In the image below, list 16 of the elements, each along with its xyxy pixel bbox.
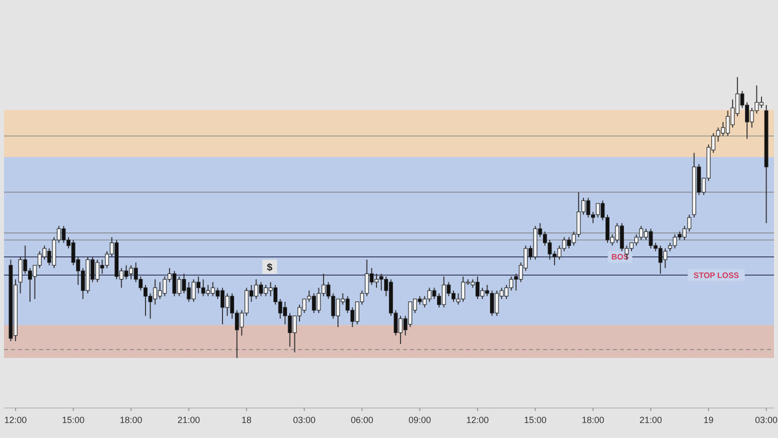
x-tick-label: 18:00 xyxy=(582,415,604,425)
x-tick-label: 15:00 xyxy=(62,415,85,425)
x-tick-label: 18:00 xyxy=(120,415,142,425)
x-tick-label: 12:00 xyxy=(466,415,489,425)
x-tick-label: 15:00 xyxy=(524,415,547,425)
x-tick-label: 21:00 xyxy=(640,415,662,425)
x-tick-label: 19 xyxy=(704,415,714,425)
x-tick-label: 03:00 xyxy=(293,415,316,425)
x-tick-label: 09:00 xyxy=(408,415,432,425)
x-tick-label: 12:00 xyxy=(4,415,27,425)
x-tick-label: 03:00 xyxy=(755,415,778,425)
x-tick-label: 06:00 xyxy=(350,415,374,425)
annotation: $ xyxy=(266,262,273,274)
x-tick-label: 18 xyxy=(242,415,252,425)
annotation: STOP LOSS xyxy=(694,270,740,280)
x-tick-label: 21:00 xyxy=(178,415,200,425)
